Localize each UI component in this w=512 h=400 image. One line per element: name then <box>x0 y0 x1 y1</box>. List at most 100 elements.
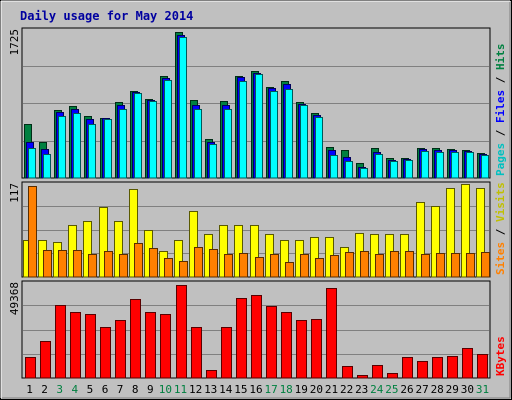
bar-pages-day-8 <box>134 93 142 179</box>
legend-entry: / <box>494 222 507 242</box>
bar-sites-day-26 <box>405 251 414 278</box>
bar-kbytes-day-25 <box>387 373 398 379</box>
bar-kbytes-day-26 <box>402 357 413 379</box>
chart-panels: 1725 Pages / Files / Hits 117 Sites / Visit… <box>8 27 507 379</box>
bar-sites-day-12 <box>194 247 203 278</box>
bar-visits-day-28 <box>431 206 440 278</box>
bar-sites-day-6 <box>104 251 113 278</box>
bar-sites-day-11 <box>179 261 188 278</box>
x-tick-label: 5 <box>87 383 94 396</box>
bar-pages-day-24 <box>375 154 383 179</box>
bar-pages-day-10 <box>164 80 172 179</box>
bar-kbytes-day-15 <box>236 298 247 379</box>
x-tick-label: 7 <box>117 383 124 396</box>
bar-sites-day-15 <box>239 253 248 278</box>
x-tick-label: 19 <box>295 383 308 396</box>
bar-pages-day-2 <box>43 154 51 179</box>
bar-visits-day-15 <box>234 225 243 278</box>
legend-entry: Sites <box>494 242 507 275</box>
bar-pages-day-20 <box>315 117 323 179</box>
bar-kbytes-day-17 <box>266 306 277 379</box>
bar-pages-day-4 <box>73 113 81 179</box>
y-axis-max-label: 1725 <box>8 29 21 56</box>
bar-sites-day-23 <box>360 251 369 278</box>
bar-visits-day-30 <box>461 184 470 278</box>
x-tick-label: 16 <box>249 383 262 396</box>
x-tick-label: 12 <box>189 383 202 396</box>
x-tick-label: 14 <box>219 383 233 396</box>
bar-sites-day-30 <box>466 253 475 278</box>
bar-kbytes-day-8 <box>130 299 141 379</box>
bar-kbytes-day-13 <box>206 370 217 379</box>
bar-kbytes-day-22 <box>342 366 353 379</box>
bar-kbytes-day-12 <box>191 327 202 379</box>
bar-kbytes-day-28 <box>432 357 443 379</box>
bar-pages-day-29 <box>451 152 459 179</box>
bar-sites-day-21 <box>330 255 339 278</box>
x-tick-label: 29 <box>446 383 459 396</box>
bar-pages-day-6 <box>104 119 112 179</box>
x-tick-label: 25 <box>385 383 398 396</box>
x-axis-day-labels: 1 2 3 4 5 6 7 8 9 10 11 12 13 14 15 16 17 18 19 20 21 22 23 24 2… <box>26 383 489 396</box>
bar-sites-day-2 <box>43 250 52 278</box>
legend-entry: Hits <box>494 44 507 71</box>
bar-pages-day-14 <box>224 109 232 179</box>
bar-pages-day-3 <box>58 116 66 179</box>
bar-pages-day-23 <box>360 168 368 179</box>
bar-sites-day-24 <box>375 254 384 278</box>
bar-sites-day-13 <box>209 249 218 278</box>
bar-kbytes-day-6 <box>100 327 111 379</box>
bar-sites-day-20 <box>315 258 324 278</box>
bar-sites-day-31 <box>481 252 490 278</box>
bar-kbytes-day-21 <box>326 288 337 379</box>
x-tick-label: 27 <box>415 383 428 396</box>
bar-visits-day-6 <box>99 207 108 278</box>
bar-kbytes-day-4 <box>70 312 81 379</box>
x-tick-label: 3 <box>56 383 63 396</box>
bar-sites-day-19 <box>300 254 309 278</box>
bar-visits-day-18 <box>280 240 289 278</box>
bar-pages-day-27 <box>421 151 429 179</box>
bar-kbytes-day-31 <box>477 354 488 379</box>
bar-pages-day-21 <box>330 155 338 179</box>
bar-kbytes-day-19 <box>296 320 307 379</box>
bar-visits-day-11 <box>174 240 183 278</box>
bar-kbytes-day-2 <box>40 341 51 379</box>
panel-kbytes: 49368 KBytes <box>8 280 507 379</box>
bar-pages-day-16 <box>255 74 263 179</box>
panel-legend: KBytes <box>494 336 507 376</box>
bar-pages-day-17 <box>270 91 278 179</box>
bar-sites-day-29 <box>451 253 460 278</box>
bar-pages-day-30 <box>466 152 474 179</box>
legend-entry: / <box>494 70 507 90</box>
bar-pages-day-13 <box>209 144 217 179</box>
x-tick-label: 4 <box>71 383 78 396</box>
bar-kbytes-day-9 <box>145 312 156 379</box>
legend-entry: Pages <box>494 143 507 176</box>
x-tick-label: 11 <box>174 383 187 396</box>
x-tick-label: 9 <box>147 383 154 396</box>
bar-visits-day-5 <box>83 221 92 278</box>
bar-kbytes-day-10 <box>160 314 171 379</box>
x-tick-label: 20 <box>310 383 323 396</box>
bar-pages-day-1 <box>28 148 36 179</box>
legend-entry: Visits <box>494 182 507 222</box>
x-tick-label: 13 <box>204 383 217 396</box>
panel-pages-files-hits: 1725 Pages / Files / Hits <box>8 27 507 179</box>
bar-pages-day-26 <box>405 160 413 179</box>
bar-pages-day-18 <box>285 89 293 179</box>
bar-sites-day-10 <box>164 258 173 278</box>
bar-kbytes-day-16 <box>251 295 262 379</box>
bar-sites-day-18 <box>285 262 294 278</box>
bar-pages-day-7 <box>119 109 127 179</box>
bar-pages-day-5 <box>88 124 96 179</box>
bar-kbytes-day-3 <box>55 305 66 379</box>
x-tick-label: 2 <box>41 383 48 396</box>
bar-sites-day-7 <box>119 254 128 278</box>
bar-sites-day-28 <box>436 253 445 278</box>
bar-pages-day-9 <box>149 101 157 179</box>
bar-sites-day-4 <box>73 250 82 278</box>
bar-sites-day-14 <box>224 254 233 278</box>
bar-visits-day-16 <box>250 225 259 278</box>
